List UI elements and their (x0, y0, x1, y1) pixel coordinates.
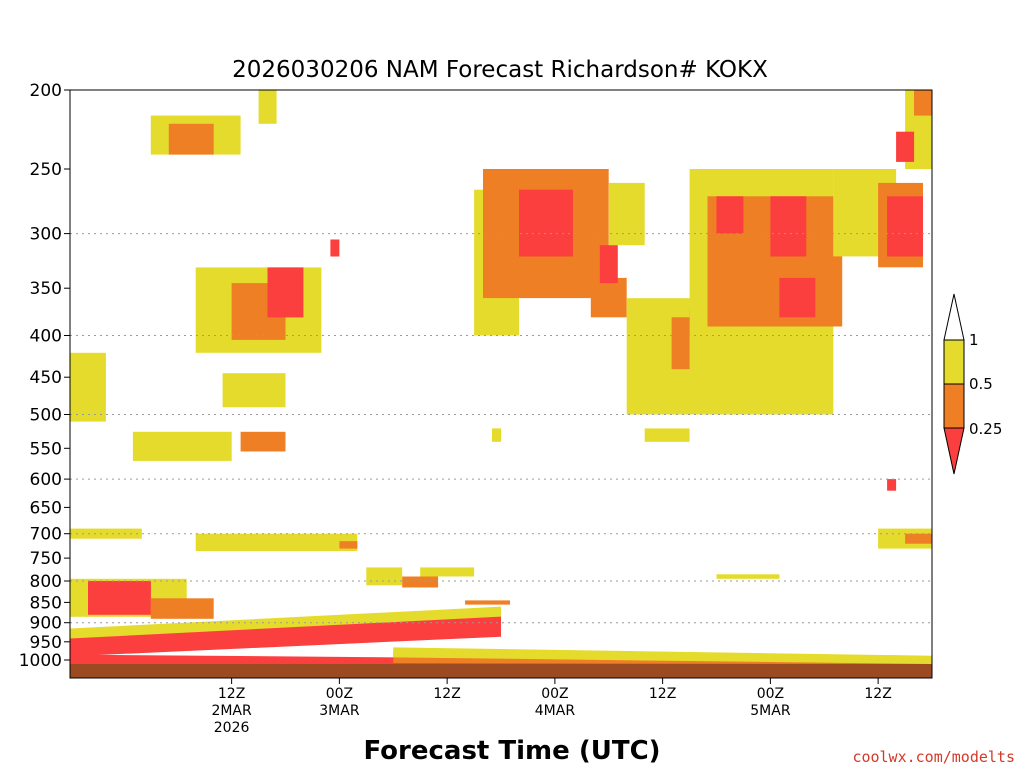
ytick-label-350: 350 (30, 279, 62, 299)
heat-cell-5 (267, 267, 304, 318)
heat-cell-12 (195, 533, 358, 551)
heat-cell-23 (590, 277, 627, 318)
ytick-label-850: 850 (30, 593, 62, 613)
legend-swatch-0.25-0.5 (943, 383, 965, 429)
heat-cell-17 (492, 428, 501, 442)
heat-cell-15 (420, 567, 475, 577)
pbl-band-0 (70, 614, 501, 657)
heat-cell-35 (887, 196, 923, 257)
legend-label-0: 1 (969, 331, 979, 349)
heat-cell-11 (70, 528, 142, 539)
ytick-label-450: 450 (30, 368, 62, 388)
ytick-label-600: 600 (30, 470, 62, 490)
ytick-label-700: 700 (30, 525, 62, 545)
legend-label-2: 0.25 (969, 420, 1002, 438)
heat-cell-6 (330, 239, 340, 257)
heat-cell-22 (608, 182, 645, 246)
ytick-label-750: 750 (30, 549, 62, 569)
heat-cell-37 (914, 90, 932, 116)
xtick-label-0-2: 2026 (214, 720, 250, 736)
heat-cell-14 (366, 567, 403, 586)
xtick-label-3-0: 00Z (541, 686, 568, 702)
plot-frame (69, 89, 933, 679)
xtick-label-0-0: 12Z (218, 686, 245, 702)
heat-cell-38 (896, 131, 915, 162)
heat-cell-13 (339, 541, 358, 549)
heat-cell-42 (905, 533, 932, 544)
heat-cell-31 (770, 196, 807, 257)
legend-swatch-0.5-1 (943, 339, 965, 385)
ytick-label-650: 650 (30, 498, 62, 518)
heat-cell-46 (150, 598, 214, 619)
xtick-label-3-1: 4MAR (535, 703, 576, 719)
heat-cell-39 (644, 428, 690, 442)
heat-cell-40 (716, 574, 780, 579)
heat-cell-45 (88, 581, 151, 615)
pbl-band-4 (393, 647, 932, 664)
colorbar-legend: 1 0.5 0.25 (943, 293, 1002, 475)
heat-cell-7 (70, 352, 106, 422)
xtick-label-1-1: 3MAR (319, 703, 360, 719)
legend-label-1: 0.5 (969, 375, 993, 393)
heat-cell-1 (168, 123, 214, 155)
boundary-layer-bands (70, 606, 932, 664)
ytick-label-900: 900 (30, 614, 62, 634)
ground-band (70, 664, 932, 678)
xtick-label-2-0: 12Z (433, 686, 460, 702)
ytick-label-950: 950 (30, 633, 62, 653)
xtick-label-5-1: 5MAR (750, 703, 791, 719)
ytick-label-250: 250 (30, 160, 62, 180)
xtick-label-0-1: 2MAR (211, 703, 252, 719)
heat-cell-43 (887, 479, 897, 491)
heat-cell-30 (716, 196, 744, 234)
heat-cell-21 (519, 189, 573, 257)
ytick-label-400: 400 (30, 327, 62, 347)
heat-cell-24 (599, 245, 618, 284)
ytick-label-550: 550 (30, 439, 62, 459)
heat-cell-10 (240, 431, 286, 452)
legend-swatch-below-0.25 (943, 427, 965, 475)
heat-cell-8 (222, 373, 286, 408)
heat-cell-2 (258, 90, 277, 124)
heat-cell-18 (465, 600, 510, 605)
xtick-label-6-0: 12Z (864, 686, 891, 702)
heat-cell-16 (402, 576, 439, 588)
chart-title: 2026030206 NAM Forecast Richardson# KOKX (232, 57, 768, 83)
pbl-band-1 (70, 606, 501, 639)
ytick-label-200: 200 (30, 81, 62, 101)
xtick-label-1-0: 00Z (326, 686, 353, 702)
heat-cell-32 (779, 277, 816, 318)
y-axis: 200 250 300 350 400 450 500 550 600 650 700 750 8008… (19, 81, 70, 671)
xtick-label-5-0: 00Z (757, 686, 784, 702)
ytick-label-300: 300 (30, 225, 62, 245)
credit-text: coolwx.com/modelts (852, 748, 1015, 766)
legend-swatch-above-1 (943, 293, 965, 341)
ytick-label-800: 800 (30, 572, 62, 592)
heatmap-cells (70, 90, 932, 619)
ytick-label-500: 500 (30, 406, 62, 426)
ytick-label-1000: 1000 (19, 651, 62, 671)
xtick-label-4-0: 12Z (649, 686, 676, 702)
heat-cell-9 (132, 431, 232, 461)
x-axis-label: Forecast Time (UTC) (363, 736, 660, 766)
